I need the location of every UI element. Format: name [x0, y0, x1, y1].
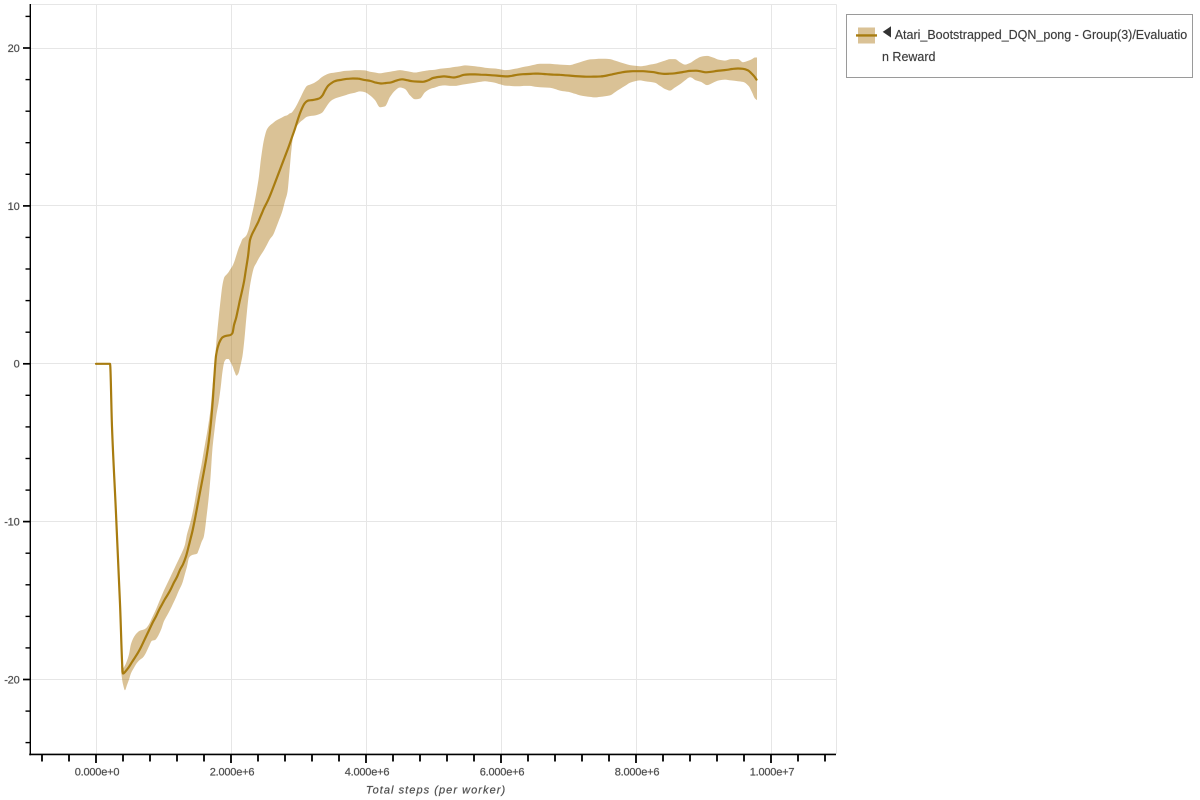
- svg-text:8.000e+6: 8.000e+6: [615, 767, 660, 779]
- svg-text:4.000e+6: 4.000e+6: [345, 767, 390, 779]
- svg-text:6.000e+6: 6.000e+6: [480, 767, 525, 779]
- svg-text:0: 0: [14, 359, 20, 371]
- svg-text:10: 10: [8, 201, 20, 213]
- svg-text:Atari_Bootstrapped_DQN_pong -: Atari_Bootstrapped_DQN_pong - Group(3)/E…: [895, 28, 1188, 42]
- svg-text:-10: -10: [4, 517, 19, 529]
- svg-text:-20: -20: [4, 674, 19, 686]
- svg-text:20: 20: [8, 43, 20, 55]
- svg-text:0.000e+0: 0.000e+0: [75, 767, 120, 779]
- svg-text:1.000e+7: 1.000e+7: [750, 767, 795, 779]
- svg-text:2.000e+6: 2.000e+6: [210, 767, 255, 779]
- svg-text:Total steps (per worker): Total steps (per worker): [366, 785, 506, 797]
- svg-text:n Reward: n Reward: [882, 50, 936, 64]
